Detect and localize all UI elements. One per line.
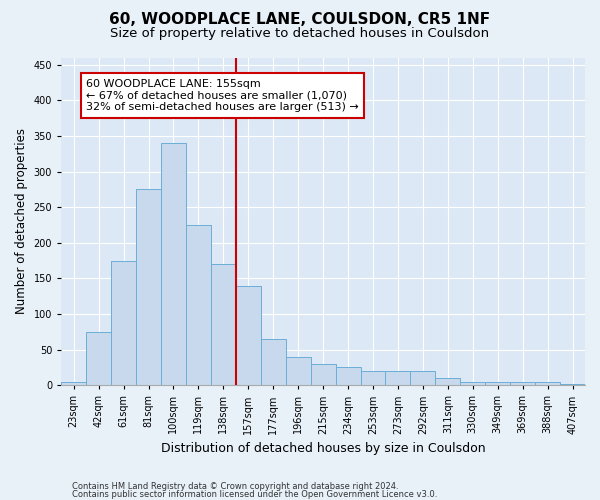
Bar [335, 368, 361, 386]
Bar [510, 382, 535, 386]
Bar [385, 371, 410, 386]
Y-axis label: Number of detached properties: Number of detached properties [15, 128, 28, 314]
Bar [211, 264, 236, 386]
X-axis label: Distribution of detached houses by size in Coulsdon: Distribution of detached houses by size … [161, 442, 485, 455]
Text: 60, WOODPLACE LANE, COULSDON, CR5 1NF: 60, WOODPLACE LANE, COULSDON, CR5 1NF [109, 12, 491, 28]
Bar [161, 143, 186, 386]
Bar [460, 382, 485, 386]
Bar [485, 382, 510, 386]
Bar [361, 371, 385, 386]
Bar [186, 225, 211, 386]
Text: Contains HM Land Registry data © Crown copyright and database right 2024.: Contains HM Land Registry data © Crown c… [72, 482, 398, 491]
Bar [111, 260, 136, 386]
Bar [436, 378, 460, 386]
Text: Contains public sector information licensed under the Open Government Licence v3: Contains public sector information licen… [72, 490, 437, 499]
Text: Size of property relative to detached houses in Coulsdon: Size of property relative to detached ho… [110, 28, 490, 40]
Text: 60 WOODPLACE LANE: 155sqm
← 67% of detached houses are smaller (1,070)
32% of se: 60 WOODPLACE LANE: 155sqm ← 67% of detac… [86, 79, 359, 112]
Bar [286, 357, 311, 386]
Bar [136, 190, 161, 386]
Bar [261, 339, 286, 386]
Bar [311, 364, 335, 386]
Bar [410, 371, 436, 386]
Bar [61, 382, 86, 386]
Bar [236, 286, 261, 386]
Bar [535, 382, 560, 386]
Bar [86, 332, 111, 386]
Bar [560, 384, 585, 386]
